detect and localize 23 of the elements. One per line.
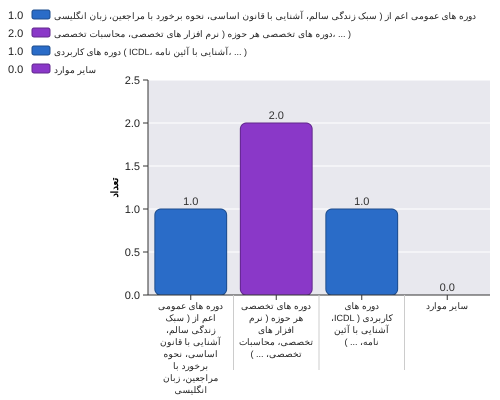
y-tick-label: 2.0: [124, 118, 140, 130]
y-axis-title: تعداد: [110, 178, 121, 198]
legend-label: ( ... ،آشنایی با آئین نامه ،ICDL ) دوره های کاربردی: [54, 46, 248, 58]
text: 1.0: [8, 46, 24, 58]
y-tick-label: 1.0: [124, 204, 140, 216]
data-label: 1.0: [354, 196, 370, 208]
x-tick-label: سایر موارد: [426, 301, 469, 312]
data-label: 2.0: [268, 110, 284, 122]
legend-label: ( ... ،دوره های تخصصی هر حوزه ( نرم افزار های تخصصی، محاسبات تخصصی: [54, 29, 352, 40]
data-label: 1.0: [183, 196, 198, 208]
y-tick-label: 1.5: [124, 161, 140, 173]
y-tick-label: 0.0: [124, 290, 140, 302]
legend-label: دوره های عمومی اعم از ( سبک زندگی سالم، آشنایی با قانون اساسی، نحوه برخورد با مراجعین، زبان انگلیسی: [54, 10, 476, 22]
x-tick-label: دوره های عمومی اعم از ( سبک زندگی سالم، آشنایی با قانون اساسی، نحوه برخورد با مراجعین، زبان انگلیسی: [158, 301, 224, 395]
text: 1.0: [8, 10, 24, 22]
legend-label: سایر موارد: [54, 65, 97, 76]
text: 2.0: [8, 28, 24, 40]
x-tick-label: دوره های کاربردی ( ICDL، آشنایی با آئین نامه، ... ): [330, 301, 394, 347]
text: 0.0: [8, 64, 24, 76]
data-label: 0.0: [440, 282, 455, 294]
x-tick-label: دوره های تخصصی هر حوزه ( نرم افزار های تخصصی، محاسبات تخصصی، ... ): [238, 301, 314, 359]
y-tick-label: 0.5: [124, 247, 140, 259]
y-tick-label: 2.5: [124, 75, 140, 87]
